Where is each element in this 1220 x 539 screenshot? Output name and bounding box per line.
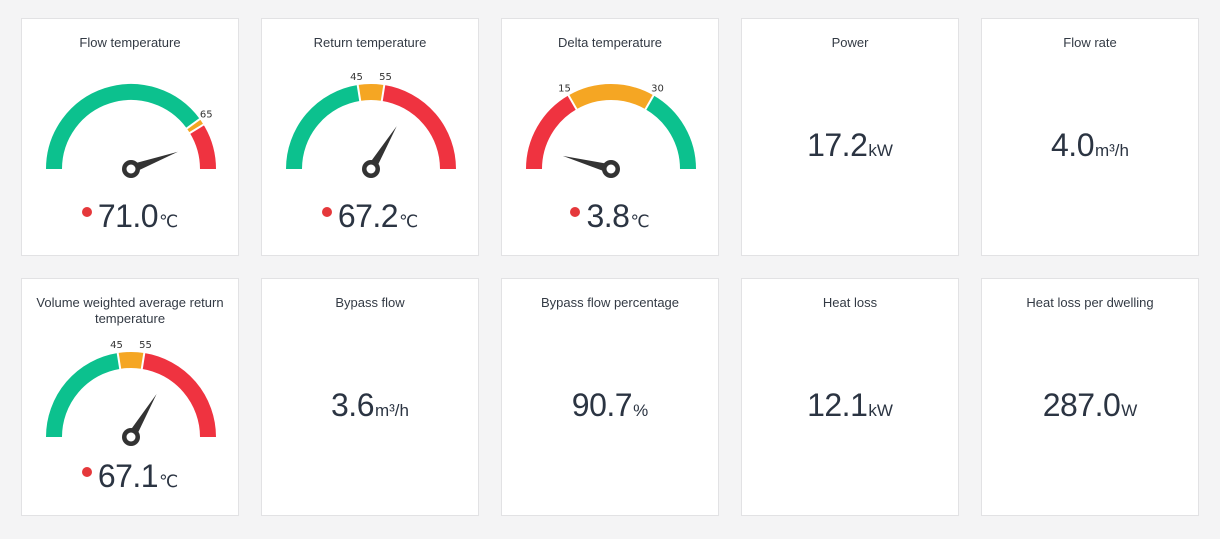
gauge-band-separator [380, 83, 386, 102]
gauge-hub-center [126, 164, 136, 174]
unit: % [633, 401, 649, 420]
gauge-band-red [526, 95, 577, 170]
reading: 3.8℃ [502, 198, 718, 235]
gauge-band-separator [116, 351, 122, 370]
gauge-band-green [46, 353, 121, 438]
gauge-band-separator [140, 351, 146, 370]
gauge-band-green [46, 84, 200, 170]
card-title: Heat loss [822, 295, 878, 310]
card-heat-loss-per-dwelling[interactable]: Heat loss per dwelling 287.0W [981, 278, 1199, 516]
alert-dot-icon [570, 207, 581, 217]
gauge-band-amber [117, 352, 145, 369]
card-title: Flow rate [1063, 35, 1117, 50]
value: 287.0 [1042, 387, 1121, 423]
gauge-tick-label: 15 [558, 83, 571, 94]
gauge: 65 [40, 59, 222, 189]
reading: 90.7% [502, 387, 718, 424]
gauge-band-red [381, 85, 456, 170]
unit: m³/h [374, 401, 409, 420]
card-volume-weighted-average-return-temperature[interactable]: Volume weighted average return temperatu… [21, 278, 239, 516]
card-flow-rate[interactable]: Flow rate 4.0m³/h [981, 18, 1199, 256]
card-title: Heat loss per dwelling [1026, 295, 1154, 310]
card-bypass-flow[interactable]: Bypass flow 3.6m³/h [261, 278, 479, 516]
value: 4.0 [1051, 127, 1094, 163]
card-power[interactable]: Power 17.2kW [741, 18, 959, 256]
gauge-tick-label: 55 [379, 72, 392, 83]
value: 67.2 [337, 198, 399, 234]
gauge-band-green [286, 85, 361, 170]
unit: kW [868, 141, 893, 160]
reading: 12.1kW [742, 387, 958, 424]
reading: 3.6m³/h [262, 387, 478, 424]
gauge-svg: 45 55 [46, 340, 216, 446]
gauge-band-separator [356, 83, 362, 102]
gauge-svg: 15 30 [526, 83, 696, 178]
gauge-tick-label: 65 [200, 109, 213, 120]
value: 17.2 [807, 127, 868, 163]
card-flow-temperature[interactable]: Flow temperature 65 71.0℃ [21, 18, 239, 256]
gauge: 45 55 [280, 59, 462, 189]
gauge-needle [127, 394, 157, 440]
gauge-band-green [645, 95, 696, 170]
reading: 71.0℃ [22, 198, 238, 235]
alert-dot-icon [321, 207, 332, 217]
card-title: Bypass flow percentage [540, 295, 680, 310]
gauge-needle [562, 155, 613, 174]
unit: ℃ [630, 212, 650, 231]
gauge-band-separator [188, 123, 205, 135]
card-heat-loss[interactable]: Heat loss 12.1kW [741, 278, 959, 516]
reading: 287.0W [982, 387, 1198, 424]
card-return-temperature[interactable]: Return temperature 45 55 67.2℃ [261, 18, 479, 256]
gauge-band-separator [185, 117, 202, 130]
card-delta-temperature[interactable]: Delta temperature 15 30 3.8℃ [501, 18, 719, 256]
value: 3.8 [586, 198, 630, 234]
gauge: 45 55 [40, 327, 222, 457]
value: 12.1 [807, 387, 868, 423]
unit: W [1121, 401, 1138, 420]
gauge-svg: 45 55 [286, 72, 456, 178]
unit: ℃ [399, 212, 419, 231]
gauge-needle [367, 126, 397, 172]
gauge-band-separator [567, 94, 578, 111]
unit: kW [868, 401, 893, 420]
reading: 67.1℃ [22, 458, 238, 495]
gauge-svg: 65 [46, 84, 216, 178]
card-title: Bypass flow [335, 295, 405, 310]
card-title: Return temperature [313, 35, 427, 50]
card-title: Power [831, 35, 869, 50]
gauge-band-red [141, 353, 216, 438]
value: 71.0 [97, 198, 159, 234]
gauge-hub-center [606, 164, 616, 174]
reading: 17.2kW [742, 127, 958, 164]
gauge-tick-label: 45 [350, 72, 363, 83]
card-title: Delta temperature [557, 35, 663, 50]
gauge-band-red [189, 124, 216, 170]
reading: 4.0m³/h [982, 127, 1198, 164]
gauge-band-separator [644, 94, 655, 111]
reading: 67.2℃ [262, 198, 478, 235]
gauge-needle [129, 151, 178, 174]
gauge: 15 30 [520, 59, 702, 189]
gauge-tick-label: 45 [110, 340, 123, 351]
unit: m³/h [1094, 141, 1129, 160]
value: 3.6 [331, 387, 374, 423]
value: 67.1 [97, 458, 159, 494]
gauge-band-amber [357, 84, 385, 101]
gauge-hub-center [126, 432, 136, 442]
alert-dot-icon [81, 467, 92, 477]
card-title: Flow temperature [79, 35, 181, 50]
gauge-hub-center [366, 164, 376, 174]
gauge-band-amber [568, 84, 654, 110]
card-bypass-flow-percentage[interactable]: Bypass flow percentage 90.7% [501, 278, 719, 516]
unit: ℃ [159, 472, 179, 491]
alert-dot-icon [81, 207, 92, 217]
card-title: Volume weighted average return temperatu… [36, 295, 224, 326]
value: 90.7 [571, 387, 633, 423]
gauge-tick-label: 55 [139, 340, 152, 351]
gauge-tick-label: 30 [651, 83, 664, 94]
unit: ℃ [159, 212, 179, 231]
